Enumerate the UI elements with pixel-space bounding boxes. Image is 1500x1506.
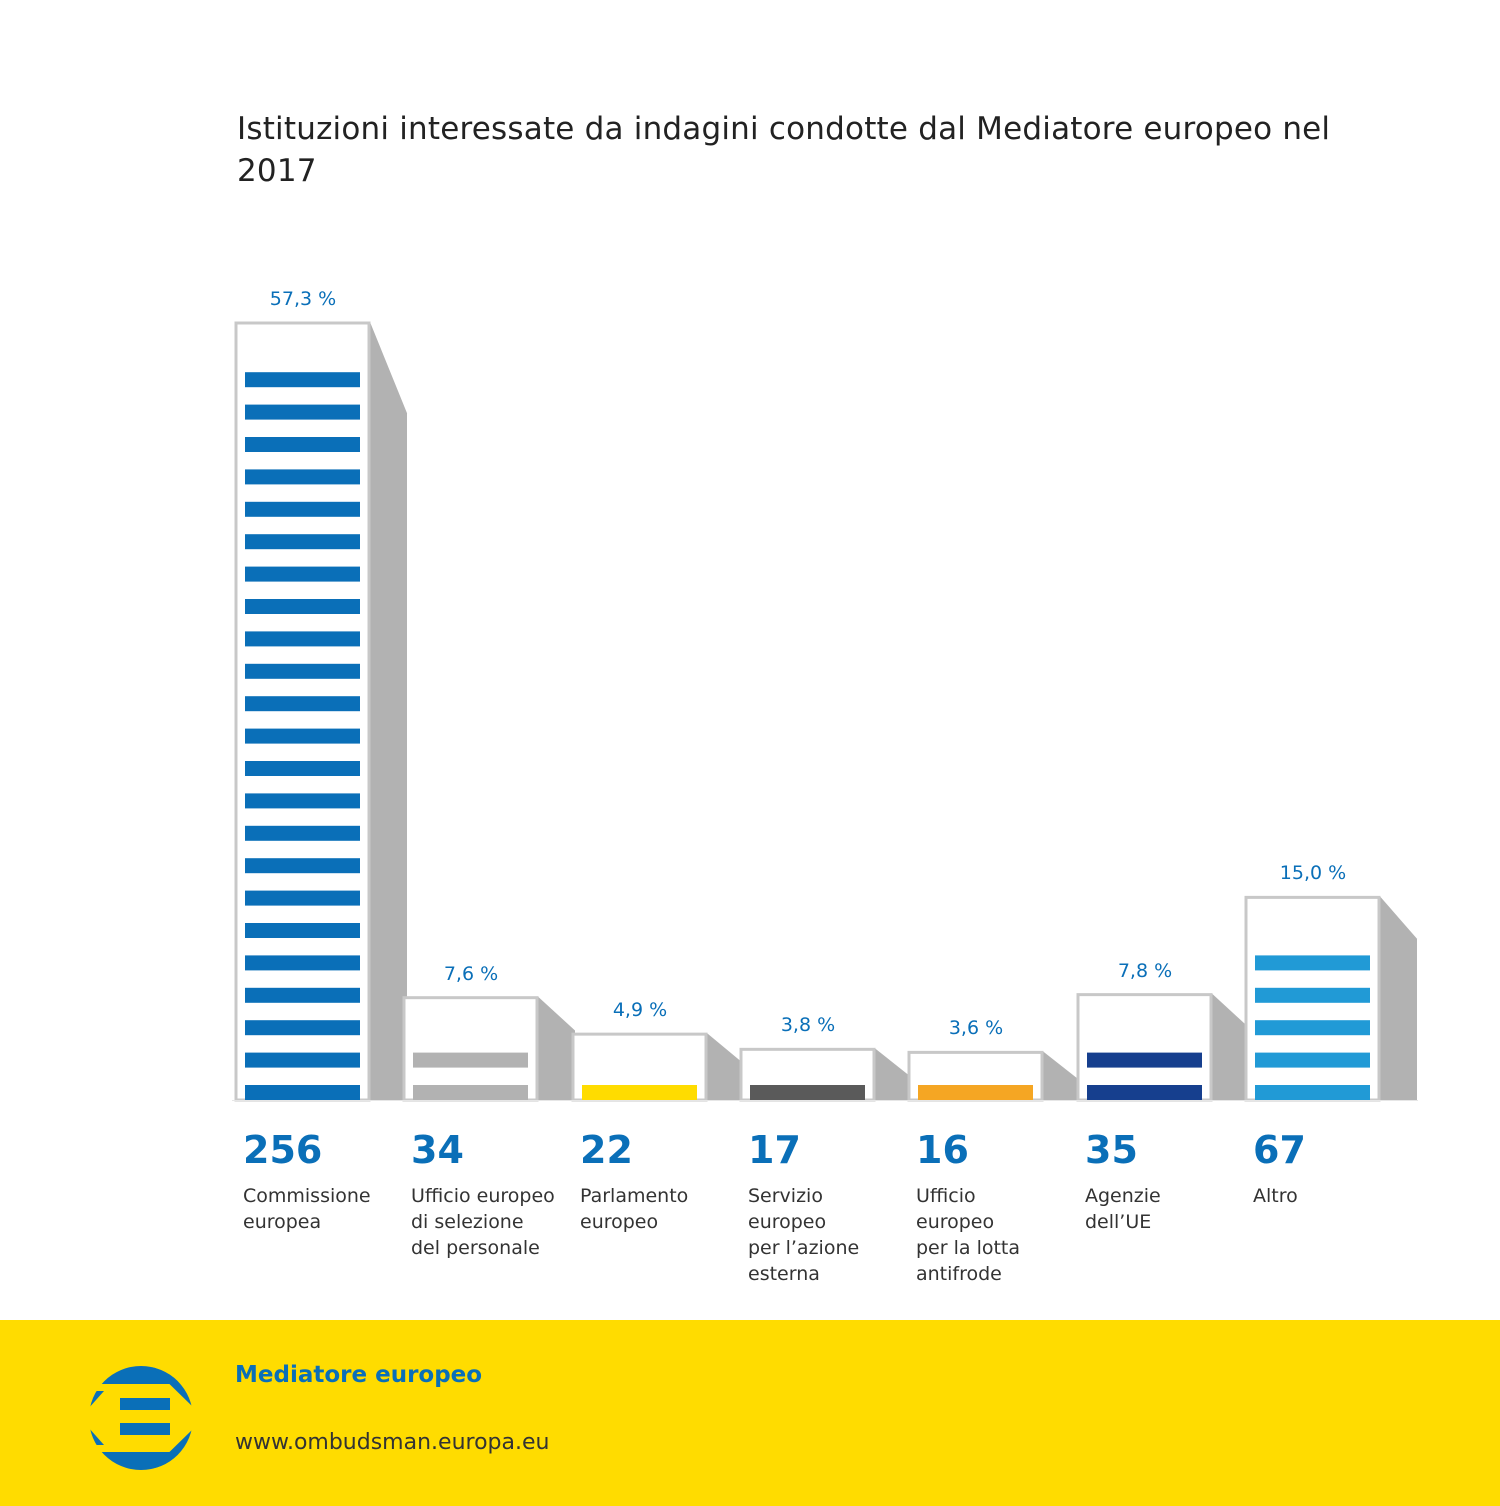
percent-label: 4,9 % [612,999,668,1022]
category-label: Agenzie dell’UE [1085,1183,1250,1235]
bar-window [1255,1052,1370,1068]
bar-window [245,793,360,809]
count-label: 22 [580,1128,633,1172]
bar-window [245,404,360,420]
percent-label: 15,0 % [1279,862,1347,885]
bar [402,996,539,1102]
count-label: 256 [243,1128,323,1172]
bar-shadow [538,996,575,1100]
count-label: 34 [411,1128,464,1172]
bar-shadow [370,322,407,1100]
category-label: Ufficio europeo per la lotta antifrode [916,1183,1081,1287]
category-label-line: del personale [411,1237,540,1259]
category-label: Ufficio europeo di selezione del personale [411,1183,576,1261]
bar-window [245,1052,360,1068]
category-label-line: Altro [1253,1185,1298,1207]
bar-window [918,1085,1033,1100]
bar-window [245,1020,360,1036]
percent-label: 7,8 % [1117,959,1173,982]
category-label-line: europeo [916,1211,995,1233]
bar-window [245,599,360,614]
organization-name: Mediatore europeo [235,1362,483,1388]
category-label-line: per la lotta [916,1237,1021,1259]
bar-chart [232,321,1418,1102]
bar-window [245,631,360,647]
category-label-line: europeo [748,1211,827,1233]
category-label: Commissione europea [243,1183,408,1235]
category-label-line: europeo [580,1211,659,1233]
website-link[interactable]: www.ombudsman.europa.eu [235,1430,550,1455]
category-label-line: dell’UE [1085,1211,1152,1233]
footer: Mediatore europeo www.ombudsman.europa.e… [0,1320,1500,1506]
bar-window [245,825,360,841]
bar-window [245,858,360,874]
category-label-line: Parlamento [580,1185,689,1207]
bar-window [245,663,360,679]
bar-window [245,534,360,550]
bar-window [245,566,360,582]
bar-window [1255,1085,1370,1100]
category-label-line: Ufficio [916,1185,976,1207]
bar-window [1255,955,1370,971]
bar-window [245,437,360,452]
bar-window [245,728,360,744]
ombudsman-logo-icon [89,1366,193,1470]
bar-window [1255,987,1370,1003]
percent-label: 57,3 % [269,288,337,310]
count-label: 67 [1253,1128,1306,1172]
category-label: Servizio europeo per l’azione esterna [748,1183,913,1287]
bar [1076,993,1213,1102]
bar-window [245,372,360,388]
bar-shadow [1212,993,1249,1100]
category-label: Parlamento europeo [580,1183,745,1235]
bar-shadow [707,1033,744,1100]
category-label-line: esterna [748,1263,820,1285]
bar-window [245,696,360,712]
count-label: 17 [748,1128,801,1172]
bar-shadow [875,1048,912,1100]
category-label-line: Agenzie [1085,1185,1161,1207]
bar-window [1087,1085,1202,1100]
bar-window [750,1085,865,1100]
percent-label: 7,6 % [443,962,499,985]
bar-shadow [1380,896,1417,1100]
bar-window [1255,1020,1370,1036]
bar-window [413,1052,528,1068]
bar-window [245,469,360,485]
category-label-line: di selezione [411,1211,524,1233]
category-label-line: antifrode [916,1263,1002,1285]
bar-window [245,1085,360,1100]
bar-shadow [1043,1051,1080,1100]
bar-window [582,1085,697,1100]
bar-window [245,923,360,938]
category-label-line: Servizio [748,1185,823,1207]
category-label-line: Commissione [243,1185,371,1207]
bar-window [245,890,360,906]
bar-window [413,1085,528,1100]
category-label-line: europea [243,1211,322,1233]
category-label-line: per l’azione [748,1237,860,1259]
percent-label: 3,8 % [780,1014,836,1037]
category-label: Altro [1253,1183,1418,1209]
bar-window [245,955,360,971]
chart-title: Istituzioni interessate da indagini cond… [237,111,1331,189]
bar-window [1087,1052,1202,1068]
bar-window [245,987,360,1003]
category-label-line: Ufficio europeo [411,1185,555,1207]
bar-window [245,761,360,776]
count-label: 35 [1085,1128,1138,1172]
bar-window [245,501,360,517]
count-label: 16 [916,1128,969,1172]
percent-label: 3,6 % [948,1017,1004,1040]
